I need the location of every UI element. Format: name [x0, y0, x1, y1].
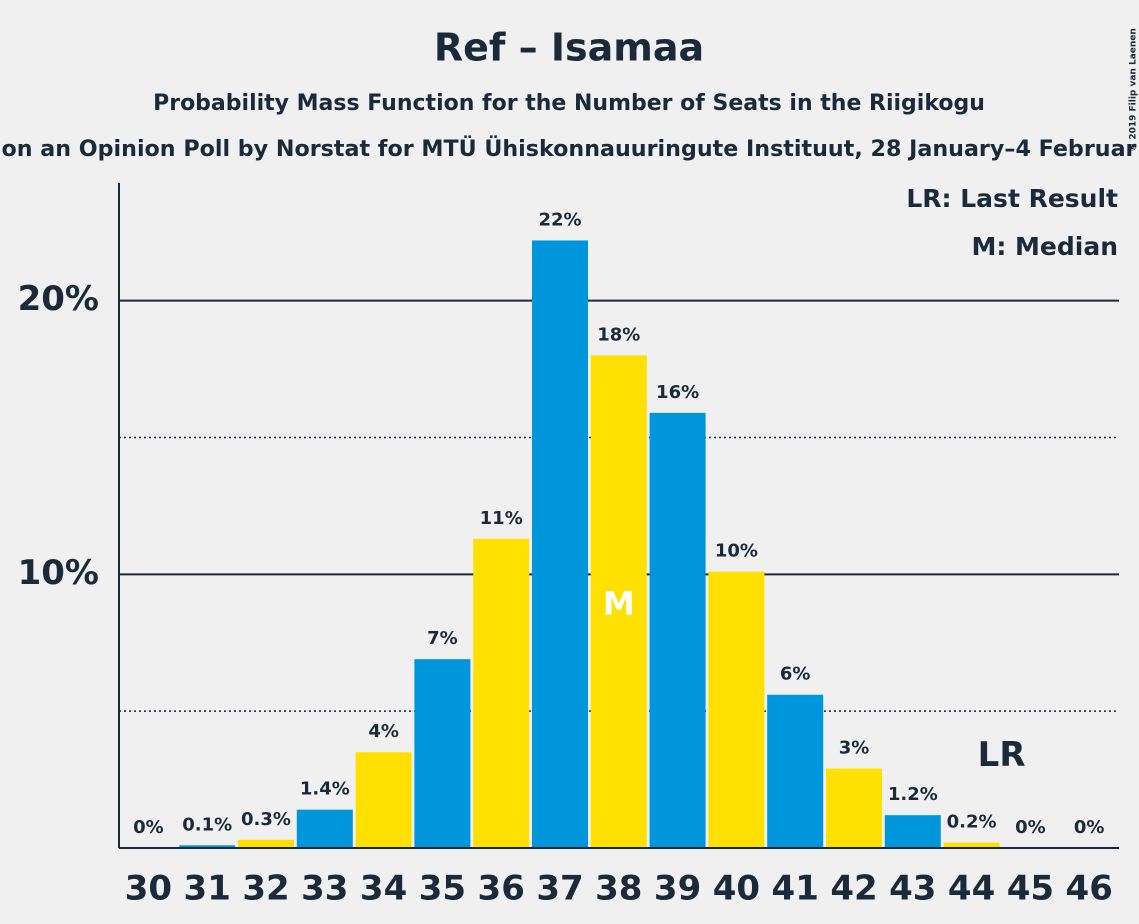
bar [708, 571, 765, 848]
value-label: 0% [1015, 817, 1046, 838]
bar [296, 809, 353, 848]
x-tick-label: 30 [125, 869, 172, 909]
value-label: 11% [480, 508, 523, 529]
copyright: © 2019 Filip van Laenen [1129, 28, 1139, 152]
x-tick-label: 41 [772, 869, 819, 909]
legend-note: LR: Last Result [906, 184, 1118, 213]
bar [414, 659, 471, 848]
value-label: 0.1% [182, 814, 232, 835]
value-label: 7% [427, 628, 458, 649]
value-label: 1.2% [888, 784, 938, 805]
legend-note: M: Median [971, 232, 1118, 261]
bar [355, 752, 412, 848]
chart-title: Ref – Isamaa [434, 26, 704, 70]
y-tick-label: 20% [18, 279, 99, 319]
value-label: 3% [839, 738, 870, 759]
value-label: 10% [715, 541, 758, 562]
chart-subtitle: Probability Mass Function for the Number… [153, 91, 985, 116]
x-tick-label: 45 [1007, 869, 1054, 909]
bar [238, 839, 294, 848]
bar [590, 355, 647, 848]
value-label: 0% [1074, 817, 1105, 838]
value-label: 6% [780, 664, 811, 685]
bar [473, 538, 530, 848]
bar [826, 768, 882, 848]
bar [767, 694, 824, 848]
bar [884, 815, 941, 848]
annotation: LR [978, 735, 1026, 775]
x-tick-label: 44 [948, 869, 995, 909]
x-tick-label: 39 [654, 869, 701, 909]
x-tick-label: 32 [242, 869, 289, 909]
value-label: 0.2% [947, 812, 997, 833]
value-label: 22% [538, 209, 581, 230]
value-label: 4% [368, 721, 399, 742]
value-label: 16% [656, 382, 699, 403]
bar [532, 240, 588, 849]
value-label: 1.4% [300, 779, 350, 800]
value-label: 0% [133, 817, 164, 838]
chart-subtitle-2: on an Opinion Poll by Norstat for MTÜ Üh… [2, 136, 1137, 162]
bar [179, 845, 236, 848]
annotation: M [603, 584, 635, 622]
x-tick-label: 35 [419, 869, 466, 909]
x-tick-label: 37 [536, 869, 583, 909]
y-tick-label: 10% [18, 553, 99, 593]
bar [649, 412, 706, 848]
x-tick-label: 42 [830, 869, 877, 909]
x-tick-label: 34 [360, 869, 407, 909]
x-tick-label: 36 [478, 869, 525, 909]
x-tick-label: 31 [184, 869, 231, 909]
value-label: 0.3% [241, 809, 291, 830]
x-tick-label: 46 [1066, 869, 1113, 909]
x-tick-label: 38 [595, 869, 642, 909]
x-tick-label: 33 [301, 869, 348, 909]
value-label: 18% [597, 324, 640, 345]
x-tick-label: 43 [889, 869, 936, 909]
x-tick-label: 40 [713, 869, 760, 909]
bar [943, 842, 1000, 848]
